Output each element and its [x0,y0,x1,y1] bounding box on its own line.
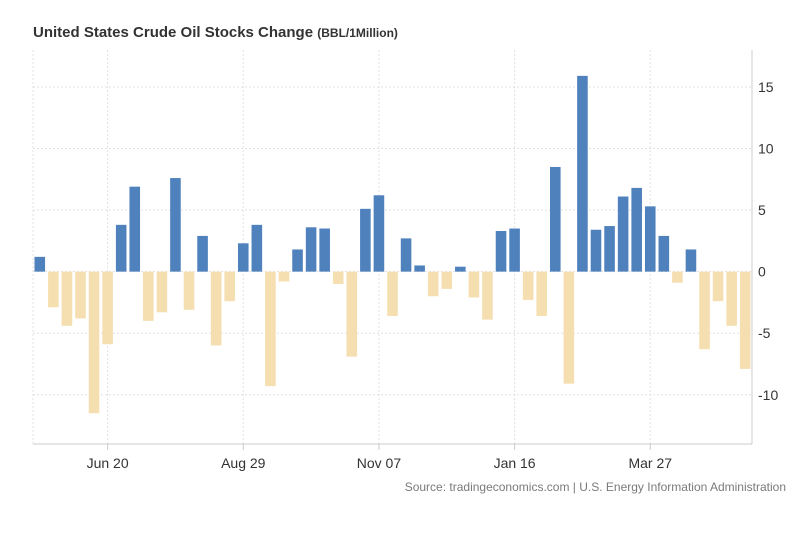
bar [237,243,249,272]
bar [34,256,46,272]
bar [509,228,520,272]
bar [278,271,290,282]
bar [685,249,697,272]
bar [468,271,480,298]
bar [699,271,710,350]
bar [739,271,751,369]
x-tick-label: Nov 07 [357,455,402,471]
y-tick-label: 5 [758,202,766,218]
bar [292,249,303,272]
bar [251,224,263,272]
grid [33,50,752,444]
bar [644,206,656,272]
bar [61,271,73,326]
bar [427,271,439,297]
bar [387,271,398,316]
bar [726,271,737,326]
bar [590,229,602,272]
bars [34,75,751,414]
bar [88,271,100,414]
bar [550,166,561,272]
bar [658,235,670,272]
y-tick-label: 10 [758,141,774,157]
bar [305,227,317,272]
bar [143,271,154,321]
y-tick-label: -5 [758,325,771,341]
bar [170,178,181,272]
y-tick-label: -10 [758,387,778,403]
bar [156,271,168,313]
bar [360,208,371,272]
bar [129,186,141,272]
bar [617,196,629,272]
bar [712,271,724,302]
x-tick-label: Mar 27 [628,455,672,471]
bar [482,271,493,320]
bar [75,271,86,319]
bar [332,271,344,284]
source-note: Source: tradingeconomics.com | U.S. Ener… [404,480,786,494]
y-tick-label: 0 [758,264,766,280]
bar [115,224,127,272]
bar [577,75,588,272]
bar [672,271,683,283]
bar [563,271,575,384]
chart-unit: (BBL/1Million) [317,26,398,40]
bar [48,271,59,308]
x-tick-label: Aug 29 [221,455,266,471]
bar [373,195,385,272]
bar [346,271,358,357]
x-tick-label: Jan 16 [494,455,536,471]
bar [400,238,412,272]
bar [455,266,466,272]
bar [522,271,534,300]
x-tick-label: Jun 20 [87,455,129,471]
bar [319,228,330,272]
bar [183,271,195,310]
bar [265,271,276,387]
bar [224,271,235,302]
tick-labels: 15 10 5 0 -5 -10 Jun 20 Aug 29 Nov 07 Jan 16 Mar 2… [87,79,779,471]
bar [631,187,642,272]
bar [197,235,208,272]
bar [441,271,453,289]
chart-title-text: United States Crude Oil Stocks Change [33,24,314,41]
bar [495,230,507,272]
bar [414,265,425,272]
bar [604,226,615,272]
y-tick-label: 15 [758,79,774,95]
chart-title: United States Crude Oil Stocks Change (B… [33,24,398,41]
bar [210,271,222,346]
bar [536,271,548,316]
bar [102,271,113,345]
axes [32,50,753,450]
